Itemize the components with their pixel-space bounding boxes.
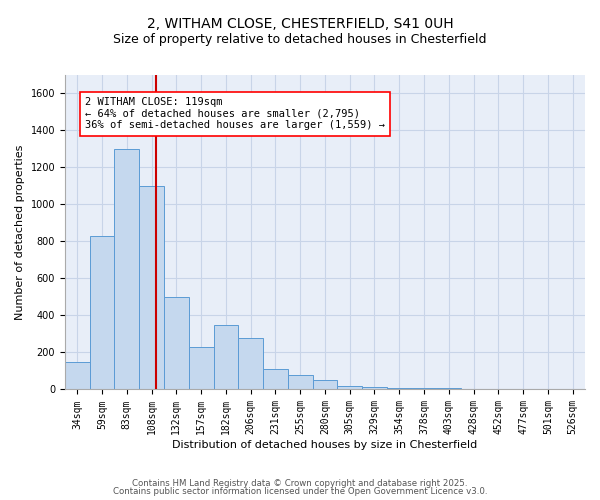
Text: Contains HM Land Registry data © Crown copyright and database right 2025.: Contains HM Land Registry data © Crown c… [132,478,468,488]
Bar [337,386,362,390]
Bar [313,380,337,390]
Bar [412,388,436,390]
Bar [387,388,412,390]
Bar [263,369,288,390]
Bar [189,347,214,390]
Bar [362,386,387,390]
Y-axis label: Number of detached properties: Number of detached properties [15,144,25,320]
Text: Size of property relative to detached houses in Chesterfield: Size of property relative to detached ho… [113,32,487,46]
Bar [214,324,238,390]
X-axis label: Distribution of detached houses by size in Chesterfield: Distribution of detached houses by size … [172,440,478,450]
Bar [139,186,164,390]
Bar [436,388,461,390]
Text: Contains public sector information licensed under the Open Government Licence v3: Contains public sector information licen… [113,487,487,496]
Bar [164,297,189,390]
Bar [89,236,115,390]
Text: 2 WITHAM CLOSE: 119sqm
← 64% of detached houses are smaller (2,795)
36% of semi-: 2 WITHAM CLOSE: 119sqm ← 64% of detached… [85,97,385,130]
Bar [461,388,486,390]
Bar [115,149,139,390]
Bar [486,389,511,390]
Bar [288,374,313,390]
Text: 2, WITHAM CLOSE, CHESTERFIELD, S41 0UH: 2, WITHAM CLOSE, CHESTERFIELD, S41 0UH [146,18,454,32]
Bar [65,362,89,390]
Bar [238,338,263,390]
